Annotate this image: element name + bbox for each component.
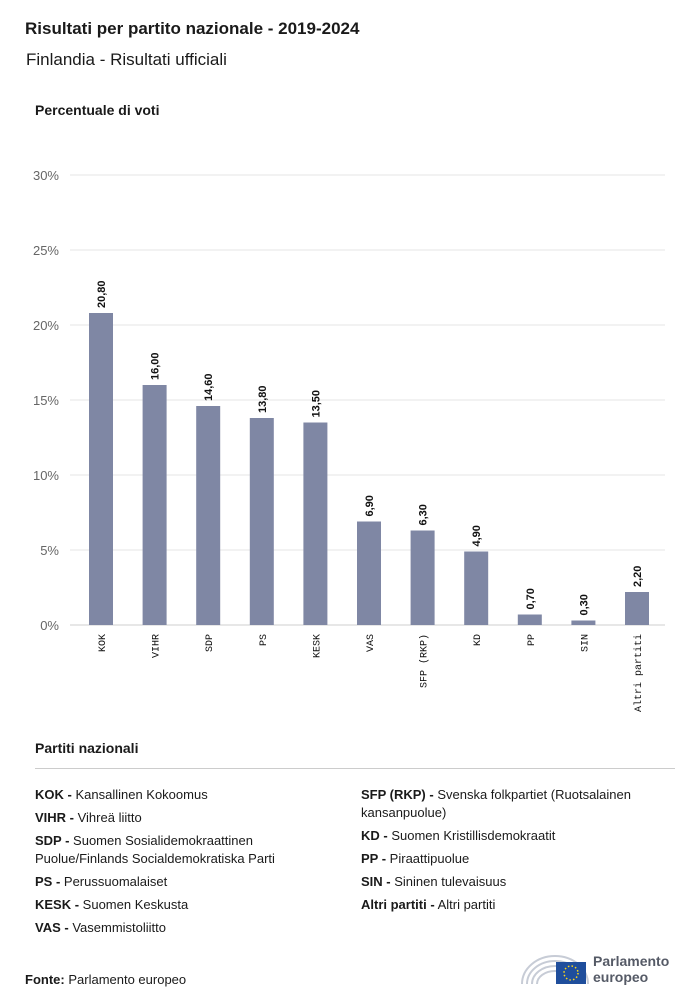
legend-code: SFP (RKP) - [361, 787, 434, 802]
legend-item: KESK - Suomen Keskusta [35, 896, 335, 914]
y-tick-label: 15% [33, 393, 59, 408]
legend-code: PS - [35, 874, 61, 889]
bars [89, 313, 649, 625]
y-tick-label: 5% [40, 543, 59, 558]
value-label: 0,30 [578, 594, 590, 615]
bar[interactable] [142, 385, 167, 625]
y-tick-label: 0% [40, 618, 59, 633]
category-label: SIN [580, 634, 591, 652]
legend-item: SIN - Sininen tulevaisuus [361, 873, 676, 891]
bar[interactable] [249, 418, 274, 625]
value-label: 6,90 [364, 495, 376, 516]
category-label: KESK [312, 634, 323, 658]
category-label: PS [259, 634, 270, 646]
legend-name: Piraattipuolue [386, 851, 470, 866]
legend-code: VAS - [35, 920, 69, 935]
logo-line-2: europeo [593, 969, 649, 985]
category-label: VAS [366, 634, 377, 652]
category-label: KD [473, 634, 484, 646]
bar[interactable] [410, 530, 435, 626]
category-label: SDP [205, 634, 216, 652]
y-tick-label: 30% [33, 168, 59, 183]
value-labels: 20,80 16,00 14,60 13,80 13,50 6,90 6,30 4,90 0,7… [96, 280, 644, 615]
bar[interactable] [89, 313, 113, 625]
bar[interactable] [625, 592, 649, 625]
legend-item: SFP (RKP) - Svenska folkpartiet (Ruotsal… [361, 786, 676, 822]
legend-name: Sininen tulevaisuus [390, 874, 507, 889]
value-label: 13,50 [310, 390, 322, 418]
value-label: 20,80 [96, 280, 108, 308]
bar[interactable] [303, 422, 328, 626]
legend-divider [35, 768, 675, 769]
legend-code: SIN - [361, 874, 391, 889]
parliament-logo[interactable]: Parlamento europeo [520, 948, 680, 988]
legend-code: KOK - [35, 787, 72, 802]
legend-item: KD - Suomen Kristillisdemokraatit [361, 827, 676, 845]
category-label: KOK [98, 634, 109, 652]
bar[interactable] [571, 620, 596, 626]
y-axis-ticks: 0% 5% 10% 15% 20% 25% 30% [33, 168, 59, 633]
legend-item: SDP - Suomen Sosialidemokraattinen Puolu… [35, 832, 335, 868]
legend-code: VIHR - [35, 810, 74, 825]
legend-name: Suomen Keskusta [79, 897, 189, 912]
legend-code: Altri partiti - [361, 897, 435, 912]
value-label: 0,70 [525, 588, 537, 609]
category-labels: KOK VIHR SDP PS KESK VAS SFP (RKP) KD PP SIN Altri… [98, 634, 645, 712]
legend-item: PS - Perussuomalaiset [35, 873, 335, 891]
bar[interactable] [464, 551, 489, 626]
bar[interactable] [357, 521, 381, 626]
y-tick-label: 10% [33, 468, 59, 483]
logo-text: Parlamento europeo [593, 953, 669, 985]
category-label: Altri partiti [633, 634, 645, 712]
legend-item: Altri partiti - Altri partiti [361, 896, 676, 914]
legend-column-right: SFP (RKP) - Svenska folkpartiet (Ruotsal… [361, 786, 676, 919]
y-axis-title: Percentuale di voti [35, 102, 160, 118]
logo-line-1: Parlamento [593, 953, 670, 969]
bar[interactable] [517, 614, 542, 626]
legend-code: PP - [361, 851, 387, 866]
legend-item: VAS - Vasemmistoliitto [35, 919, 335, 937]
y-tick-label: 20% [33, 318, 59, 333]
value-label: 6,30 [418, 504, 430, 525]
value-label: 13,80 [257, 385, 269, 413]
legend-item: VIHR - Vihreä liitto [35, 809, 335, 827]
legend-name: Svenska folkpartiet (Ruotsalainen kansan… [361, 787, 631, 820]
legend-name: Suomen Sosialidemokraattinen Puolue/Finl… [35, 833, 275, 866]
source-value: Parlamento europeo [68, 972, 187, 987]
chart-title: Risultati per partito nazionale - 2019-2… [25, 19, 360, 38]
legend-code: KD - [361, 828, 388, 843]
legend-name: Altri partiti [434, 897, 496, 912]
value-label: 16,00 [150, 352, 162, 380]
category-label: PP [527, 634, 538, 646]
legend-name: Perussuomalaiset [60, 874, 168, 889]
chart-subtitle: Finlandia - Risultati ufficiali [26, 50, 227, 69]
legend-name: Kansallinen Kokoomus [71, 787, 208, 802]
legend-column-left: KOK - Kansallinen Kokoomus VIHR - Vihreä … [35, 786, 335, 942]
legend-name: Suomen Kristillisdemokraatit [387, 828, 556, 843]
category-label: SFP (RKP) [419, 634, 431, 688]
legend-title: Partiti nazionali [35, 740, 139, 756]
value-label: 14,60 [203, 373, 215, 401]
legend-name: Vihreä liitto [74, 810, 142, 825]
legend-item: PP - Piraattipuolue [361, 850, 676, 868]
category-label: VIHR [152, 634, 163, 658]
source-note: Fonte: Parlamento europeo [25, 972, 186, 987]
value-label: 4,90 [471, 525, 483, 546]
legend-code: SDP - [35, 833, 70, 848]
bar[interactable] [196, 406, 221, 625]
value-label: 2,20 [632, 566, 644, 587]
legend-name: Vasemmistoliitto [68, 920, 167, 935]
source-label: Fonte: [25, 972, 65, 987]
legend-code: KESK - [35, 897, 80, 912]
bar-chart: 0% 5% 10% 15% 20% 25% 30% 20,80 16,00 14,60 13,80… [33, 168, 665, 712]
parliament-hemicycle-icon [521, 955, 589, 985]
y-tick-label: 25% [33, 243, 59, 258]
legend-item: KOK - Kansallinen Kokoomus [35, 786, 335, 804]
